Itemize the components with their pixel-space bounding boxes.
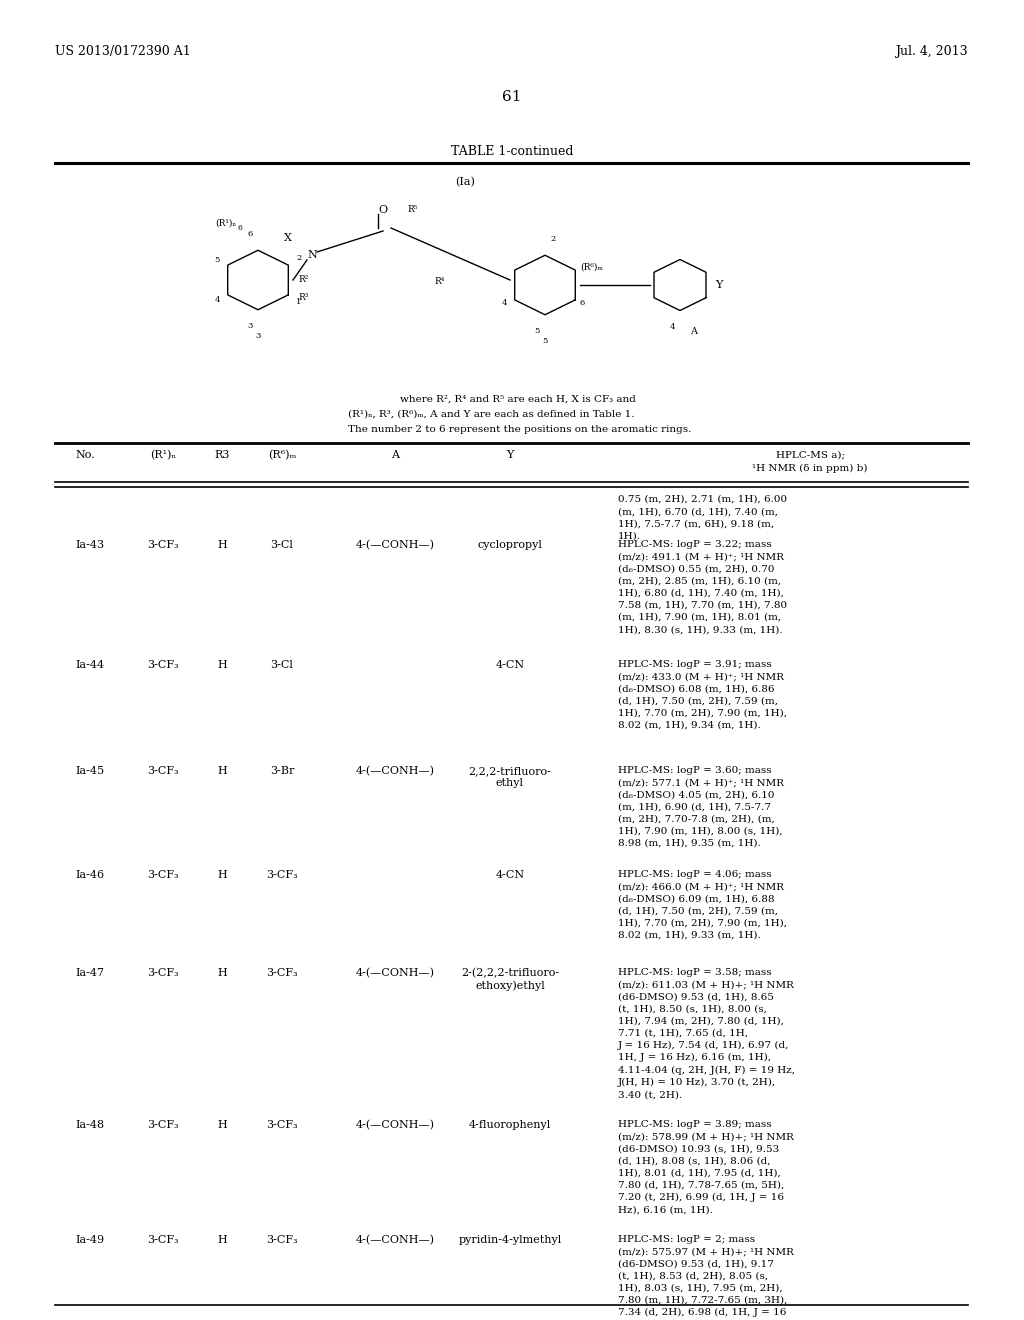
Text: H: H — [217, 660, 227, 671]
Text: TABLE 1-continued: TABLE 1-continued — [451, 145, 573, 158]
Text: 3-CF₃: 3-CF₃ — [266, 1119, 298, 1130]
Text: Ia-48: Ia-48 — [75, 1119, 104, 1130]
Text: Y: Y — [506, 450, 514, 459]
Text: (R¹)ₙ, R³, (R⁶)ₘ, A and Y are each as defined in Table 1.: (R¹)ₙ, R³, (R⁶)ₘ, A and Y are each as de… — [348, 411, 635, 418]
Text: 6: 6 — [580, 300, 586, 308]
Text: (R⁶)ₘ: (R⁶)ₘ — [268, 450, 296, 461]
Text: 3-CF₃: 3-CF₃ — [147, 1119, 179, 1130]
Text: 2,2,2-trifluoro-
ethyl: 2,2,2-trifluoro- ethyl — [469, 766, 552, 788]
Text: R⁵: R⁵ — [408, 206, 418, 214]
Text: 3-Cl: 3-Cl — [270, 660, 294, 671]
Text: 6: 6 — [238, 224, 243, 232]
Text: 5: 5 — [543, 337, 548, 345]
Text: 3-CF₃: 3-CF₃ — [147, 870, 179, 880]
Text: 4-(—CONH—): 4-(—CONH—) — [355, 1236, 434, 1245]
Text: H: H — [217, 766, 227, 776]
Text: 4: 4 — [214, 296, 220, 304]
Text: HPLC-MS: logP = 3.60; mass
(m/z): 577.1 (M + H)⁺; ¹H NMR
(d₆-DMSO) 4.05 (m, 2H),: HPLC-MS: logP = 3.60; mass (m/z): 577.1 … — [618, 766, 784, 847]
Text: R3: R3 — [214, 450, 229, 459]
Text: H: H — [217, 540, 227, 550]
Text: 3-CF₃: 3-CF₃ — [147, 660, 179, 671]
Text: 3-CF₃: 3-CF₃ — [147, 968, 179, 978]
Text: The number 2 to 6 represent the positions on the aromatic rings.: The number 2 to 6 represent the position… — [348, 425, 691, 434]
Text: 4-CN: 4-CN — [496, 660, 524, 671]
Text: Jul. 4, 2013: Jul. 4, 2013 — [895, 45, 968, 58]
Text: X: X — [284, 234, 292, 243]
Text: O: O — [379, 205, 387, 215]
Text: 4: 4 — [670, 323, 675, 331]
Text: cyclopropyl: cyclopropyl — [477, 540, 543, 550]
Text: 4: 4 — [502, 300, 507, 308]
Text: H: H — [217, 1236, 227, 1245]
Text: HPLC-MS: logP = 3.89; mass
(m/z): 578.99 (M + H)+; ¹H NMR
(d6-DMSO) 10.93 (s, 1H: HPLC-MS: logP = 3.89; mass (m/z): 578.99… — [618, 1119, 794, 1214]
Text: 0.75 (m, 2H), 2.71 (m, 1H), 6.00
(m, 1H), 6.70 (d, 1H), 7.40 (m,
1H), 7.5-7.7 (m: 0.75 (m, 2H), 2.71 (m, 1H), 6.00 (m, 1H)… — [618, 495, 787, 540]
Text: 3-CF₃: 3-CF₃ — [266, 870, 298, 880]
Text: (R⁶)ₘ: (R⁶)ₘ — [580, 263, 603, 272]
Text: HPLC-MS: logP = 3.22; mass
(m/z): 491.1 (M + H)⁺; ¹H NMR
(d₆-DMSO) 0.55 (m, 2H),: HPLC-MS: logP = 3.22; mass (m/z): 491.1 … — [618, 540, 787, 634]
Text: US 2013/0172390 A1: US 2013/0172390 A1 — [55, 45, 190, 58]
Text: Ia-47: Ia-47 — [75, 968, 104, 978]
Text: 2: 2 — [550, 235, 555, 243]
Text: 4-(—CONH—): 4-(—CONH—) — [355, 766, 434, 776]
Text: R²: R² — [299, 275, 309, 284]
Text: 4-(—CONH—): 4-(—CONH—) — [355, 968, 434, 978]
Text: 3-CF₃: 3-CF₃ — [147, 766, 179, 776]
Text: Ia-43: Ia-43 — [75, 540, 104, 550]
Text: 3-CF₃: 3-CF₃ — [147, 540, 179, 550]
Text: HPLC-MS: logP = 2; mass
(m/z): 575.97 (M + H)+; ¹H NMR
(d6-DMSO) 9.53 (d, 1H), 9: HPLC-MS: logP = 2; mass (m/z): 575.97 (M… — [618, 1236, 794, 1320]
Text: N: N — [307, 249, 316, 260]
Text: 61: 61 — [502, 90, 522, 104]
Text: A: A — [690, 327, 697, 337]
Text: 4-(—CONH—): 4-(—CONH—) — [355, 540, 434, 550]
Text: 5: 5 — [535, 327, 540, 335]
Text: Ia-45: Ia-45 — [75, 766, 104, 776]
Text: 5: 5 — [215, 256, 220, 264]
Text: H: H — [217, 870, 227, 880]
Text: HPLC-MS a);: HPLC-MS a); — [775, 450, 845, 459]
Text: A: A — [391, 450, 399, 459]
Text: 4-CN: 4-CN — [496, 870, 524, 880]
Text: 3-Br: 3-Br — [269, 766, 294, 776]
Text: 2-(2,2,2-trifluoro-
ethoxy)ethyl: 2-(2,2,2-trifluoro- ethoxy)ethyl — [461, 968, 559, 990]
Text: R³: R³ — [299, 293, 309, 302]
Text: R⁴: R⁴ — [435, 277, 445, 286]
Text: Ia-49: Ia-49 — [75, 1236, 104, 1245]
Text: HPLC-MS: logP = 3.58; mass
(m/z): 611.03 (M + H)+; ¹H NMR
(d6-DMSO) 9.53 (d, 1H): HPLC-MS: logP = 3.58; mass (m/z): 611.03… — [618, 968, 795, 1100]
Text: 2: 2 — [296, 253, 301, 261]
Text: (R¹)ₙ: (R¹)ₙ — [215, 219, 236, 228]
Text: ¹H NMR (δ in ppm) b): ¹H NMR (δ in ppm) b) — [753, 465, 867, 473]
Text: 3: 3 — [255, 333, 261, 341]
Text: Y: Y — [715, 280, 722, 290]
Text: 1: 1 — [296, 298, 301, 306]
Text: No.: No. — [75, 450, 94, 459]
Text: where R², R⁴ and R⁵ are each H, X is CF₃ and: where R², R⁴ and R⁵ are each H, X is CF₃… — [400, 395, 636, 404]
Text: pyridin-4-ylmethyl: pyridin-4-ylmethyl — [459, 1236, 561, 1245]
Text: HPLC-MS: logP = 4.06; mass
(m/z): 466.0 (M + H)⁺; ¹H NMR
(d₆-DMSO) 6.09 (m, 1H),: HPLC-MS: logP = 4.06; mass (m/z): 466.0 … — [618, 870, 787, 940]
Text: HPLC-MS: logP = 3.91; mass
(m/z): 433.0 (M + H)⁺; ¹H NMR
(d₆-DMSO) 6.08 (m, 1H),: HPLC-MS: logP = 3.91; mass (m/z): 433.0 … — [618, 660, 787, 730]
Text: (R¹)ₙ: (R¹)ₙ — [150, 450, 176, 461]
Text: H: H — [217, 968, 227, 978]
Text: 3-CF₃: 3-CF₃ — [147, 1236, 179, 1245]
Text: Ia-44: Ia-44 — [75, 660, 104, 671]
Text: 3-Cl: 3-Cl — [270, 540, 294, 550]
Text: 4-fluorophenyl: 4-fluorophenyl — [469, 1119, 551, 1130]
Text: 3-CF₃: 3-CF₃ — [266, 1236, 298, 1245]
Text: Ia-46: Ia-46 — [75, 870, 104, 880]
Text: 4-(—CONH—): 4-(—CONH—) — [355, 1119, 434, 1130]
Text: 3: 3 — [248, 322, 253, 330]
Text: 6: 6 — [248, 230, 253, 238]
Text: (Ia): (Ia) — [455, 177, 475, 187]
Text: 3-CF₃: 3-CF₃ — [266, 968, 298, 978]
Text: H: H — [217, 1119, 227, 1130]
